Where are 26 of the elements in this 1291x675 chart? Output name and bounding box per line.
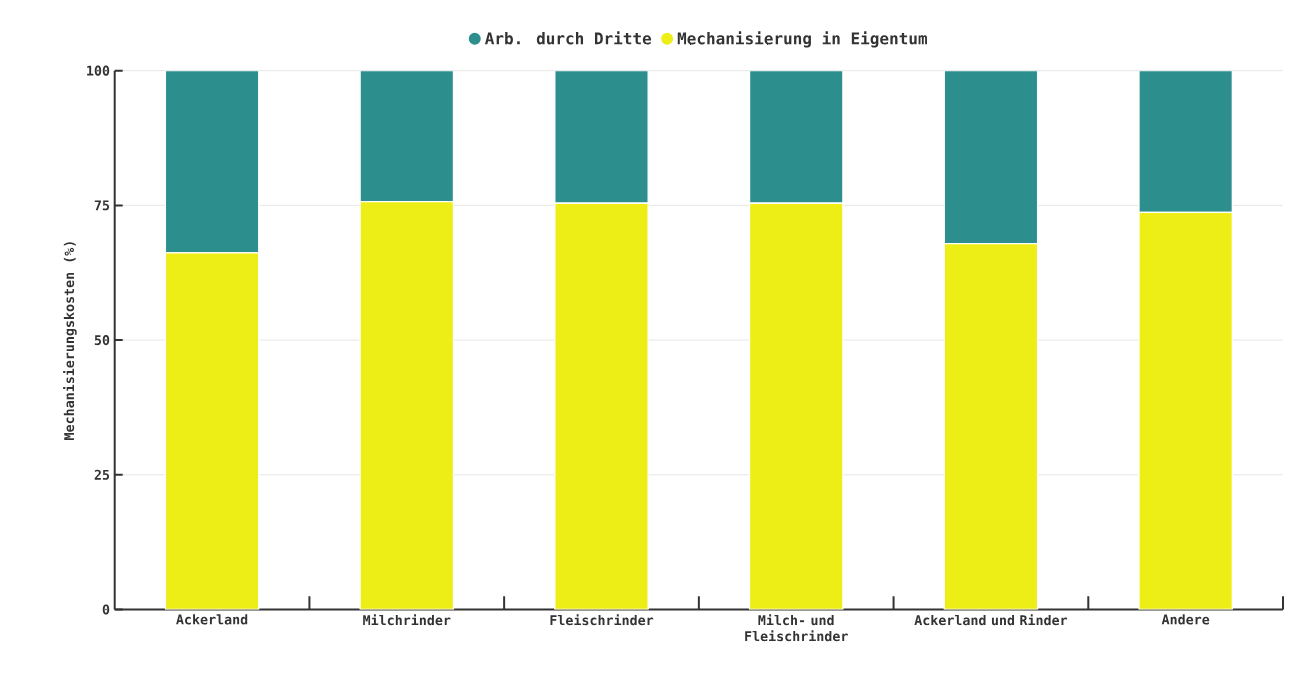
bar	[554, 70, 649, 204]
legend-label: Mechanisierung in Eigentum	[677, 31, 927, 48]
y-tick-label: 100	[87, 65, 110, 76]
y-tick-label: 25	[94, 469, 110, 480]
y-axis-title: Mechanisierungskosten (%)	[63, 242, 77, 440]
x-tick-label: Milchrinder	[363, 614, 451, 626]
bar	[943, 70, 1039, 245]
x-tick-label: Fleischrinder	[550, 614, 654, 626]
x-tick-label: Ackerland	[176, 614, 248, 625]
y-tick-label: 75	[94, 200, 110, 211]
bar	[359, 201, 455, 610]
bar	[748, 70, 844, 204]
bar	[554, 202, 649, 610]
y-tick-label: 0	[102, 604, 110, 615]
bar	[943, 243, 1039, 610]
bar	[164, 252, 260, 610]
bar	[748, 202, 844, 610]
bar	[359, 70, 455, 203]
x-tick-label: Andere	[1161, 614, 1210, 625]
bar	[164, 70, 260, 254]
bar	[1138, 70, 1233, 214]
x-tick-label: Milch- und Fleischrinder	[745, 614, 848, 642]
x-tick-label: Ackerland und Rinder	[914, 614, 1068, 626]
y-tick-label: 50	[94, 335, 110, 346]
legend-label: Arb. durch Dritte	[485, 31, 652, 45]
bar	[1138, 211, 1233, 610]
